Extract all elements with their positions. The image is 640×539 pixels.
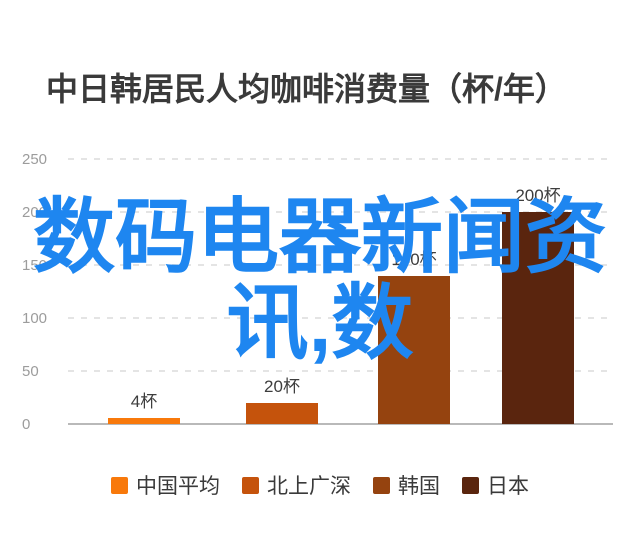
legend-swatch-icon <box>373 476 390 494</box>
bar-value-label: 4杯 <box>130 392 158 411</box>
gridline-200 <box>68 211 613 213</box>
legend-label: 日本 <box>487 475 529 498</box>
bar-value-label: 140杯 <box>391 250 437 269</box>
chart-title: 中日韩居民人均咖啡消费量（杯/年） <box>46 71 567 107</box>
gridline-250 <box>68 158 613 160</box>
legend-label: 韩国 <box>398 475 440 498</box>
legend-swatch-icon <box>462 476 479 494</box>
chart-legend: 中国平均 北上广深 韩国 日本 <box>0 470 640 500</box>
y-tick-label-200: 200 <box>22 204 48 221</box>
legend-swatch-icon <box>111 476 128 494</box>
bar-value-label: 200杯 <box>515 186 561 205</box>
gridline-50 <box>68 370 613 372</box>
bar-韩国[interactable]: 140杯 <box>378 250 450 424</box>
bar-value-label: 20杯 <box>264 377 300 396</box>
y-tick-label-50: 50 <box>22 363 39 380</box>
bar-北上广深[interactable]: 20杯 <box>246 377 318 424</box>
y-tick-label-0: 0 <box>22 416 31 433</box>
bar-中国平均[interactable]: 4杯 <box>108 392 180 424</box>
legend-item-韩国[interactable]: 韩国 <box>373 470 440 500</box>
bar-日本[interactable]: 200杯 <box>502 186 574 424</box>
legend-label: 北上广深 <box>267 475 351 498</box>
x-axis-line <box>68 423 613 425</box>
gridline-100 <box>68 317 613 319</box>
gridline-150 <box>68 264 613 266</box>
legend-item-北上广深[interactable]: 北上广深 <box>242 470 351 500</box>
legend-swatch-icon <box>242 476 259 494</box>
y-tick-label-150: 150 <box>22 257 48 274</box>
legend-label: 中国平均 <box>136 475 220 498</box>
legend-item-日本[interactable]: 日本 <box>462 470 529 500</box>
y-tick-label-250: 250 <box>22 151 48 168</box>
y-tick-label-100: 100 <box>22 310 48 327</box>
legend-item-中国平均[interactable]: 中国平均 <box>111 470 220 500</box>
